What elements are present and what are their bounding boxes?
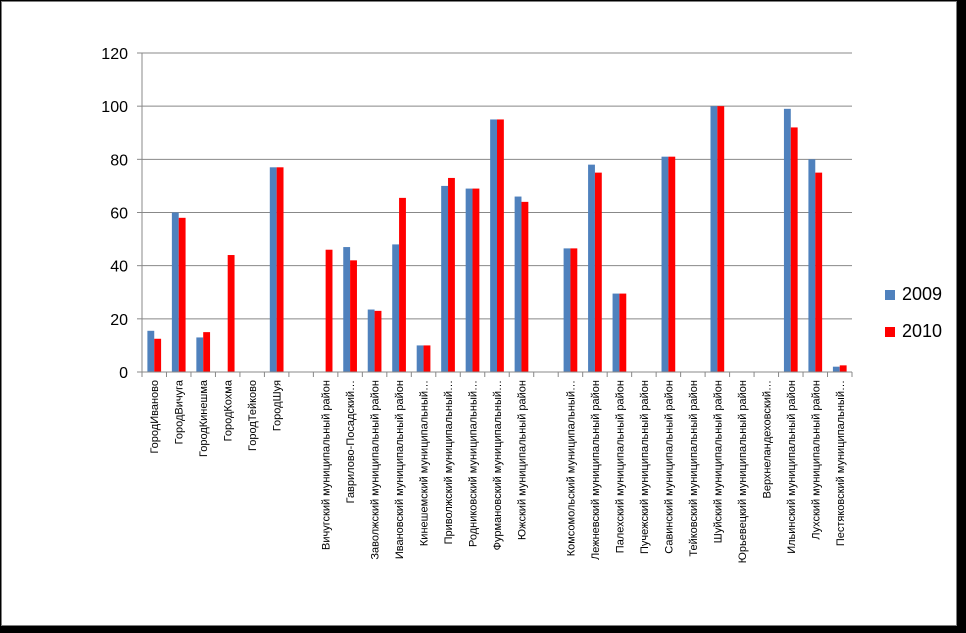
x-tick-label: Приволжский муниципальный… bbox=[443, 380, 455, 544]
bar-2009 bbox=[392, 244, 400, 372]
x-tick-label: Вичугский муниципальный район bbox=[321, 380, 333, 550]
bar-2009 bbox=[196, 337, 204, 372]
bar-2010 bbox=[594, 172, 602, 372]
bar-2010 bbox=[448, 177, 455, 372]
bar-2010 bbox=[619, 293, 627, 372]
x-tick-label: Кинешемский муниципальный… bbox=[419, 380, 431, 546]
x-tick-label: Заволжский муниципальный район bbox=[370, 380, 382, 560]
bar-2010 bbox=[570, 248, 578, 372]
x-tick-label: Южский муниципальный район bbox=[516, 380, 528, 540]
legend-swatch-2009 bbox=[885, 290, 895, 300]
x-tick-label: Лухский муниципальный район bbox=[810, 380, 822, 540]
bar-2009 bbox=[416, 345, 424, 372]
bar-2010 bbox=[154, 338, 162, 372]
bar-2009 bbox=[465, 188, 473, 372]
gridlines bbox=[142, 52, 852, 320]
y-tick-label: 40 bbox=[110, 259, 128, 276]
bar-2009 bbox=[367, 309, 375, 372]
bars bbox=[147, 106, 847, 373]
bar-2009 bbox=[171, 212, 179, 372]
x-tick-label: Ивановский муниципальный район bbox=[394, 380, 406, 559]
x-tick-label: Гаврилово-Посадский… bbox=[345, 380, 357, 503]
y-tick-label: 100 bbox=[101, 99, 128, 116]
x-tick-label: Лежневский муниципальный район bbox=[590, 380, 602, 560]
bar-2009 bbox=[563, 248, 571, 372]
legend-swatch-2010 bbox=[885, 327, 895, 337]
x-tick-label: ГородКинешма bbox=[198, 379, 210, 457]
y-tick-label: 120 bbox=[101, 46, 128, 63]
axes bbox=[137, 52, 853, 377]
bar-2009 bbox=[343, 247, 351, 372]
bar-2009 bbox=[514, 196, 522, 372]
x-tick-label: ГородВичуга bbox=[174, 379, 186, 444]
y-tick-labels: 0 20 40 60 80 100 120 bbox=[101, 46, 128, 382]
bar-2009 bbox=[710, 106, 718, 373]
bar-2010 bbox=[497, 119, 504, 372]
x-tick-label: Комсомольский муниципальный… bbox=[565, 380, 577, 556]
bar-2010 bbox=[521, 201, 529, 372]
bar-2010 bbox=[423, 345, 431, 372]
x-tick-label: Шуйский муниципальный район bbox=[712, 380, 724, 543]
x-tick-label: Палехский муниципальный район bbox=[614, 380, 626, 553]
x-tick-label: Тейковский муниципальный район bbox=[688, 380, 700, 557]
bar-2010 bbox=[203, 332, 211, 372]
bar-2009 bbox=[147, 330, 155, 372]
y-tick-label: 60 bbox=[110, 206, 128, 223]
x-tick-label: Юрьевецкий муниципальный район bbox=[737, 380, 749, 563]
bar-2010 bbox=[399, 197, 406, 372]
bar-2010 bbox=[815, 172, 823, 372]
x-tick-label: Савинский муниципальный район bbox=[663, 380, 675, 554]
y-tick-label: 0 bbox=[119, 365, 128, 382]
bar-2010 bbox=[790, 127, 798, 372]
y-tick-label: 20 bbox=[110, 312, 128, 329]
legend-label-2010: 2010 bbox=[902, 321, 942, 341]
bar-2010 bbox=[717, 106, 725, 373]
bar-2010 bbox=[668, 156, 676, 372]
bar-2009 bbox=[441, 185, 449, 372]
bar-2009 bbox=[832, 366, 840, 372]
x-tick-labels: ГородИваново ГородВичуга ГородКинешма Город… bbox=[149, 379, 847, 563]
bar-2009 bbox=[808, 159, 816, 372]
y-tick-label: 80 bbox=[110, 152, 128, 169]
x-tick-label: Пестяковский муниципальный… bbox=[835, 380, 847, 546]
bar-2010 bbox=[325, 249, 333, 372]
legend-label-2009: 2009 bbox=[902, 284, 942, 304]
x-tick-label: ГородТейково bbox=[247, 380, 259, 451]
x-tick-label: Пучежский муниципальный район bbox=[639, 380, 651, 554]
bar-2010 bbox=[350, 260, 357, 372]
x-tick-label: ГородШуя bbox=[272, 380, 284, 431]
bar-2009 bbox=[269, 167, 277, 372]
bar-2009 bbox=[783, 108, 791, 372]
x-tick-label: ГородИваново bbox=[149, 380, 161, 454]
x-tick-label: Верхнеландеховский… bbox=[761, 380, 773, 499]
bar-2010 bbox=[472, 188, 480, 372]
bar-2010 bbox=[374, 310, 382, 372]
x-tick-label: ГородКохма bbox=[223, 379, 235, 441]
bar-2009 bbox=[490, 119, 497, 372]
bar-2009 bbox=[661, 156, 669, 372]
bar-2009 bbox=[588, 164, 595, 372]
bar-2010 bbox=[227, 255, 235, 372]
bar-2010 bbox=[839, 365, 847, 372]
x-tick-label: Родниковский муниципальный… bbox=[468, 380, 480, 547]
bar-2010 bbox=[276, 167, 284, 372]
legend: 2009 2010 bbox=[885, 284, 942, 341]
x-tick-label: Ильинский муниципальный район bbox=[786, 380, 798, 554]
x-tick-label: Фурмановский муниципальный… bbox=[492, 380, 504, 550]
bar-2010 bbox=[178, 217, 186, 372]
bar-2009 bbox=[612, 293, 620, 372]
